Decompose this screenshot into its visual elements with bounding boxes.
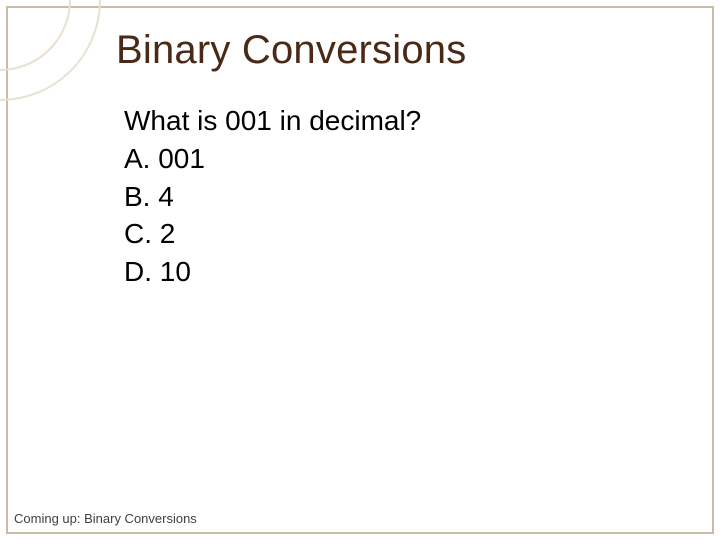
footer-text: Coming up: Binary Conversions: [14, 511, 197, 526]
option-d: D. 10: [124, 253, 421, 291]
slide-body: What is 001 in decimal? A. 001 B. 4 C. 2…: [124, 102, 421, 291]
option-b: B. 4: [124, 178, 421, 216]
slide: Binary Conversions What is 001 in decima…: [0, 0, 720, 540]
option-a: A. 001: [124, 140, 421, 178]
option-c: C. 2: [124, 215, 421, 253]
question-text: What is 001 in decimal?: [124, 102, 421, 140]
slide-title: Binary Conversions: [116, 28, 466, 73]
